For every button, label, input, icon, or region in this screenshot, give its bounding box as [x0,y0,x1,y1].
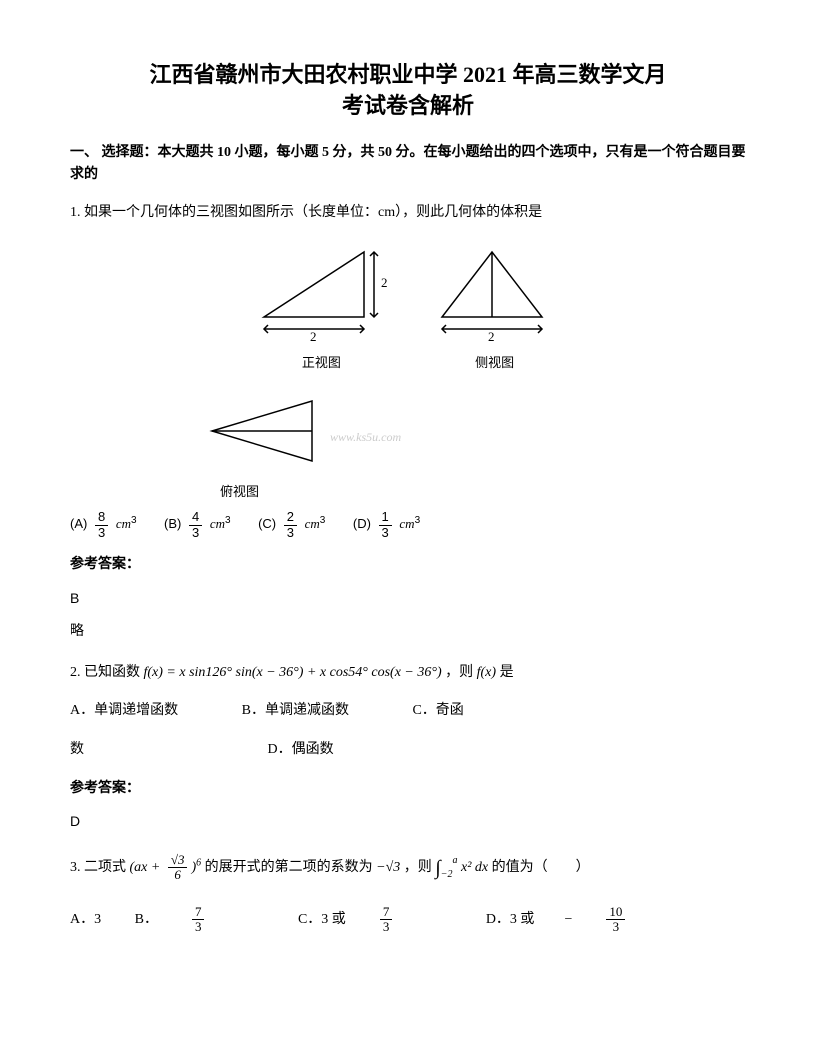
q2-answer: D [70,808,746,835]
q1-answer: B [70,585,746,612]
side-view-label: 侧视图 [410,351,580,376]
q3-mid2: ，则 [404,860,436,875]
q2-options-row1: A．单调递增函数 B．单调递减函数 C．奇函 [70,698,746,725]
side-view-svg: 2 [422,237,572,347]
fig-row2-captions: 俯视图 [70,480,746,505]
q1-opt-d: (D) 13 cm3 [353,510,420,540]
front-base-label: 2 [310,329,317,344]
title-line-1: 江西省赣州市大田农村职业中学 2021 年高三数学文月 [70,60,746,91]
q2-opt-c2: 数 [70,737,84,764]
front-view-label: 正视图 [236,351,406,376]
q1-opt-a: (A) 83 cm3 [70,510,137,540]
q3-mid1: 的展开式的第二项的系数为 [205,860,377,875]
q1-figures-row1: 2 2 2 [70,237,746,347]
q2-post: 是 [500,665,514,680]
q3-pre: 3. 二项式 [70,860,130,875]
fig-row1-captions: 正视图 侧视图 [70,351,746,376]
top-view-label: 俯视图 [220,480,259,505]
q2-answer-label: 参考答案： [70,776,746,803]
q2-opt-c: C．奇函 [412,698,463,725]
q3-opt-d: D．3 或 −103 [486,905,686,935]
q3-coef: −√3 [376,860,400,875]
front-height-label: 2 [381,275,388,290]
question-2: 2. 已知函数 f(x) = x sin126° sin(x − 36°) + … [70,660,746,835]
q3-opt-b: B．73 [135,905,265,935]
q3-integral: ∫−2a x² dx [435,860,491,875]
q2-formula: f(x) = x sin126° sin(x − 36°) + x cos54°… [144,665,442,680]
q3-binom: (ax + √36)6 [130,860,205,875]
q2-flabel: f(x) [477,665,496,680]
q1-brief: 略 [70,619,746,646]
exam-title: 江西省赣州市大田农村职业中学 2021 年高三数学文月 考试卷含解析 [70,60,746,122]
question-1: 1. 如果一个几何体的三视图如图所示（长度单位：cm），则此几何体的体积是 2 … [70,200,746,645]
q2-pre: 2. 已知函数 [70,665,144,680]
q1-answer-label: 参考答案： [70,552,746,579]
q1-opt-c: (C) 23 cm3 [258,510,325,540]
watermark-text: www.ks5u.com [330,426,401,449]
q1-options: (A) 83 cm3 (B) 43 cm3 (C) 23 cm3 (D) 13 … [70,510,746,540]
side-base-label: 2 [488,329,495,344]
q2-opt-b: B．单调递减函数 [242,698,349,725]
q1-text: 1. 如果一个几何体的三视图如图所示（长度单位：cm），则此几何体的体积是 [70,200,746,227]
q1-figures-row2: www.ks5u.com [70,386,746,476]
q2-opt-d: D．偶函数 [268,737,334,764]
top-view-svg [192,386,342,476]
q2-options-row2: 数 D．偶函数 [70,737,746,764]
question-3: 3. 二项式 (ax + √36)6 的展开式的第二项的系数为 −√3 ，则 ∫… [70,849,746,935]
title-line-2: 考试卷含解析 [70,91,746,122]
q3-opt-a: A．3 [70,907,101,934]
q3-post: 的值为（ ） [492,860,590,875]
q3-opt-c: C．3 或 73 [298,905,452,935]
q3-options: A．3 B．73 C．3 或 73 D．3 或 −103 [70,905,746,935]
front-view-svg: 2 2 [244,237,394,347]
q2-mid: ，则 [445,665,477,680]
section-1-header: 一、 选择题：本大题共 10 小题，每小题 5 分，共 50 分。在每小题给出的… [70,142,746,187]
q1-opt-b: (B) 43 cm3 [164,510,231,540]
q2-opt-a: A．单调递增函数 [70,698,178,725]
